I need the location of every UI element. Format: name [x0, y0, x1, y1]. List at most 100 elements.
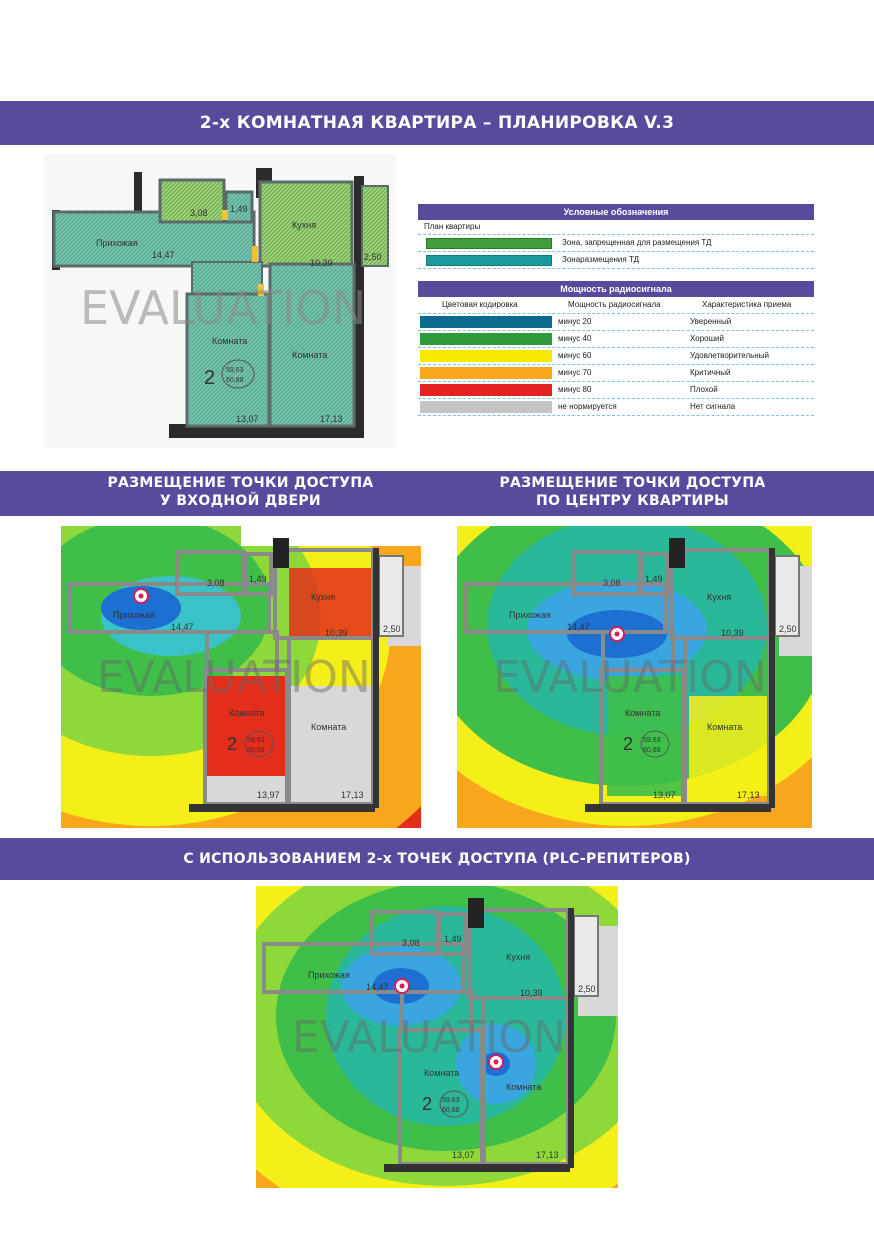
power-quality: Хороший	[690, 334, 724, 343]
heatmap-area-bath: 3,08	[402, 938, 420, 948]
heatmap-total1: 59,63	[643, 737, 661, 744]
left-title-line2: У ВХОДНОЙ ДВЕРИ	[160, 493, 321, 509]
heatmap-label-hallway: Прихожая	[308, 970, 350, 980]
heatmap-label-room2: Комната	[707, 722, 742, 732]
heatmap-area-kitchen: 10,39	[721, 628, 744, 638]
legend-title: Условные обозначения	[418, 204, 814, 220]
heatmap-watermark: EVALUATION	[292, 1012, 566, 1063]
heatmap-label-kitchen: Кухня	[707, 592, 731, 602]
heatmap-label-room1: Комната	[229, 708, 264, 718]
heatmap-area-kitchen: 10,39	[520, 988, 543, 998]
heatmap-label-room2: Комната	[311, 722, 346, 732]
left-section-title: РАЗМЕЩЕНИЕ ТОЧКИ ДОСТУПА У ВХОДНОЙ ДВЕРИ	[22, 474, 459, 510]
power-rows: минус 20 Уверенный минус 40 Хороший минус 60…	[418, 314, 814, 416]
heatmap-label-kitchen: Кухня	[311, 592, 335, 602]
total-area-2: 60,88	[226, 377, 244, 384]
left-title-line1: РАЗМЕЩЕНИЕ ТОЧКИ ДОСТУПА	[107, 475, 374, 491]
heatmap-total1: 59,63	[247, 737, 265, 744]
heatmap-area-kitchen: 10,39	[325, 628, 348, 638]
heatmap-total2: 60,88	[247, 747, 265, 754]
legend-forbidden-row: Зона, запрещенная для размещения ТД	[418, 235, 814, 252]
power-row: минус 20 Уверенный	[418, 314, 814, 331]
access-point-icon	[609, 626, 625, 642]
heatmap-area-room2: 17,13	[536, 1150, 559, 1160]
area-hallway: 14,47	[152, 250, 175, 260]
plan-room-2	[268, 262, 356, 428]
heatmap-area-balcony: 2,50	[578, 984, 596, 994]
legend-forbidden-label: Зона, запрещенная для размещения ТД	[562, 238, 712, 247]
forbidden-swatch	[426, 238, 552, 249]
heatmap-area-room1: 13,07	[653, 790, 676, 800]
power-value: минус 60	[558, 351, 592, 360]
label-room-1: Комната	[212, 336, 247, 346]
power-quality: Критичный	[690, 368, 731, 377]
power-quality: Нет сигнала	[690, 402, 736, 411]
power-value: минус 40	[558, 334, 592, 343]
heatmap-center: Прихожая 14,47 3,08 1,49 Кухня 10,39 2,50 Комна…	[457, 526, 812, 828]
heatmap-area-hall: 14,47	[171, 622, 194, 632]
area-balcony: 2,50	[364, 252, 382, 262]
heatmap-label-room1: Комната	[625, 708, 660, 718]
legend-placement-row: Зонаразмещения ТД	[418, 252, 814, 269]
power-quality: Удовлетворительный	[690, 351, 769, 360]
heatmap-total2: 60,88	[643, 747, 661, 754]
power-swatch	[420, 401, 552, 413]
power-quality: Плохой	[690, 385, 718, 394]
area-kitchen: 10,39	[310, 258, 333, 268]
power-value: не нормируется	[558, 402, 617, 411]
power-value: минус 70	[558, 368, 592, 377]
plan-balcony	[361, 185, 389, 267]
heatmap-area-wc: 1,49	[249, 574, 267, 584]
access-point-icon	[488, 1054, 504, 1070]
label-room-2: Комната	[292, 350, 327, 360]
heatmap-area-room1: 13,07	[452, 1150, 475, 1160]
heatmap-wall-hall	[262, 942, 466, 994]
heatmap-two-points: Прихожая 14,47 3,08 1,49 Кухня 10,39 2,50 Комна…	[256, 886, 618, 1188]
power-row: минус 70 Критичный	[418, 365, 814, 382]
heatmap-total1: 59,63	[442, 1097, 460, 1104]
right-title-line2: ПО ЦЕНТРУ КВАРТИРЫ	[536, 493, 729, 509]
heatmap-watermark: EVALUATION	[97, 652, 371, 703]
power-swatch	[420, 350, 552, 362]
heatmap-total2: 60,88	[442, 1107, 460, 1114]
power-legend-title: Мощность радиосигнала	[418, 281, 814, 297]
heatmap-wall-hall	[67, 582, 271, 634]
legend: Условные обозначения План квартиры Зона,…	[418, 204, 814, 416]
placement-swatch	[426, 255, 552, 266]
power-value: минус 20	[558, 317, 592, 326]
plan-bathroom	[158, 178, 226, 224]
heatmap-label-kitchen: Кухня	[506, 952, 530, 962]
watermark: EVALUATION	[80, 281, 366, 335]
label-kitchen: Кухня	[292, 220, 316, 230]
area-room-2: 17,13	[320, 414, 343, 424]
power-swatch	[420, 367, 552, 379]
heatmap-area-balcony: 2,50	[779, 624, 797, 634]
power-swatch	[420, 384, 552, 396]
col-power: Мощность радиосигнала	[568, 300, 661, 309]
heatmap-area-wc: 1,49	[645, 574, 663, 584]
heatmap-area-wc: 1,49	[444, 934, 462, 944]
heatmap-entrance: Прихожая 14,47 3,08 1,49 Кухня 10,39 2,50 Комна…	[61, 526, 421, 828]
plan-wc	[224, 190, 254, 224]
heatmap-area-room2: 17,13	[341, 790, 364, 800]
heatmap-watermark: EVALUATION	[493, 652, 767, 703]
col-color: Цветовая кодировка	[442, 300, 518, 309]
heatmap-area-bath: 3,08	[207, 578, 225, 588]
power-swatch	[420, 316, 552, 328]
power-swatch	[420, 333, 552, 345]
page-title: 2-х КОМНАТНАЯ КВАРТИРА – ПЛАНИРОВКА V.3	[0, 101, 874, 145]
heatmap-rooms-count: 2	[623, 734, 633, 754]
heatmap-area-room2: 17,13	[737, 790, 760, 800]
rooms-count: 2	[204, 367, 215, 389]
area-wc: 1,49	[230, 204, 248, 214]
power-legend-header: Цветовая кодировка Мощность радиосигнала…	[418, 297, 814, 314]
right-title-line1: РАЗМЕЩЕНИЕ ТОЧКИ ДОСТУПА	[499, 475, 766, 491]
heatmap-area-balcony: 2,50	[383, 624, 401, 634]
total-area-1: 59,63	[226, 367, 244, 374]
heatmap-area-hall: 14,47	[366, 982, 389, 992]
heatmap-label-room1: Комната	[424, 1068, 459, 1078]
legend-plan-row: План квартиры	[418, 220, 814, 235]
heatmap-label-hallway: Прихожая	[509, 610, 551, 620]
power-row: не нормируется Нет сигнала	[418, 399, 814, 416]
area-bathroom: 3,08	[190, 208, 208, 218]
